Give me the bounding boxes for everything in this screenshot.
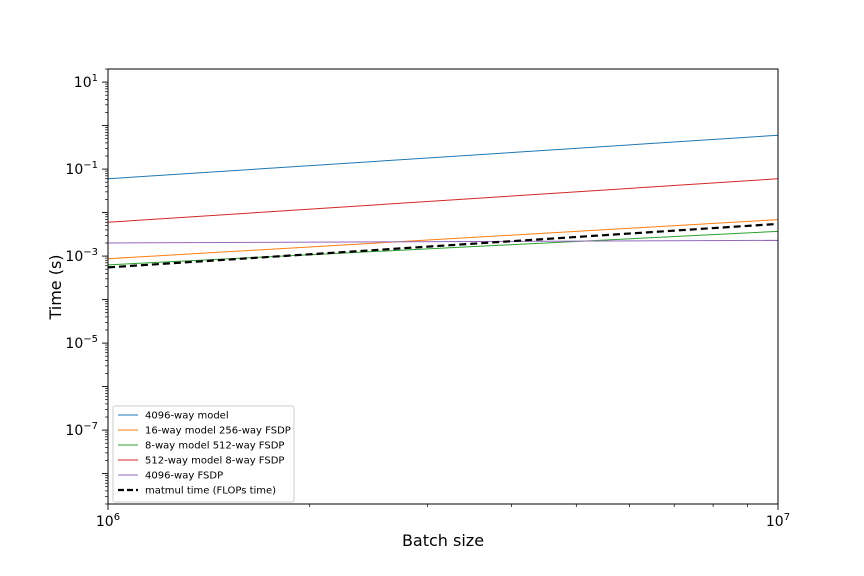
- x-axis: 106 107: [96, 504, 790, 530]
- series-layer: [107, 134, 779, 269]
- legend-frame: [112, 405, 295, 503]
- y-tick-label: 10−7: [65, 421, 98, 439]
- series-line-16-way-model-256-way-fsdp: [107, 219, 779, 260]
- x-tick-label: 107: [766, 512, 790, 530]
- legend: 4096-way model 16-way model 256-way FSDP 8…: [112, 405, 295, 503]
- legend-label-16-way-model-256-way-fsdp: 16-way model 256-way FSDP: [145, 426, 291, 437]
- legend-label-8-way-model-512-way-fsdp: 8-way model 512-way FSDP: [145, 441, 284, 452]
- legend-label-4096-way-fsdp: 4096-way FSDP: [145, 471, 223, 482]
- series-line-matmul-time-flops-time: [107, 222, 779, 269]
- legend-label-4096-way-model: 4096-way model: [145, 411, 229, 422]
- legend-label-matmul-time-flops-time: matmul time (FLOPs time): [145, 486, 276, 497]
- series-line-4096-way-model: [107, 134, 779, 180]
- y-tick-label: 10−5: [65, 334, 98, 352]
- y-tick-label: 10−1: [65, 160, 98, 178]
- y-axis-title: Time (s): [46, 254, 65, 320]
- y-tick-label: 10−3: [65, 247, 98, 265]
- series-line-512-way-model-8-way-fsdp: [107, 178, 779, 223]
- y-tick-label: 101: [74, 73, 98, 91]
- x-axis-title: Batch size: [402, 531, 484, 550]
- x-tick-label: 106: [96, 512, 120, 530]
- legend-label-512-way-model-8-way-fsdp: 512-way model 8-way FSDP: [145, 456, 284, 467]
- y-axis: 101 10−1 10−3 10−5 10−7: [65, 68, 108, 505]
- series-line-4096-way-fsdp: [107, 239, 779, 244]
